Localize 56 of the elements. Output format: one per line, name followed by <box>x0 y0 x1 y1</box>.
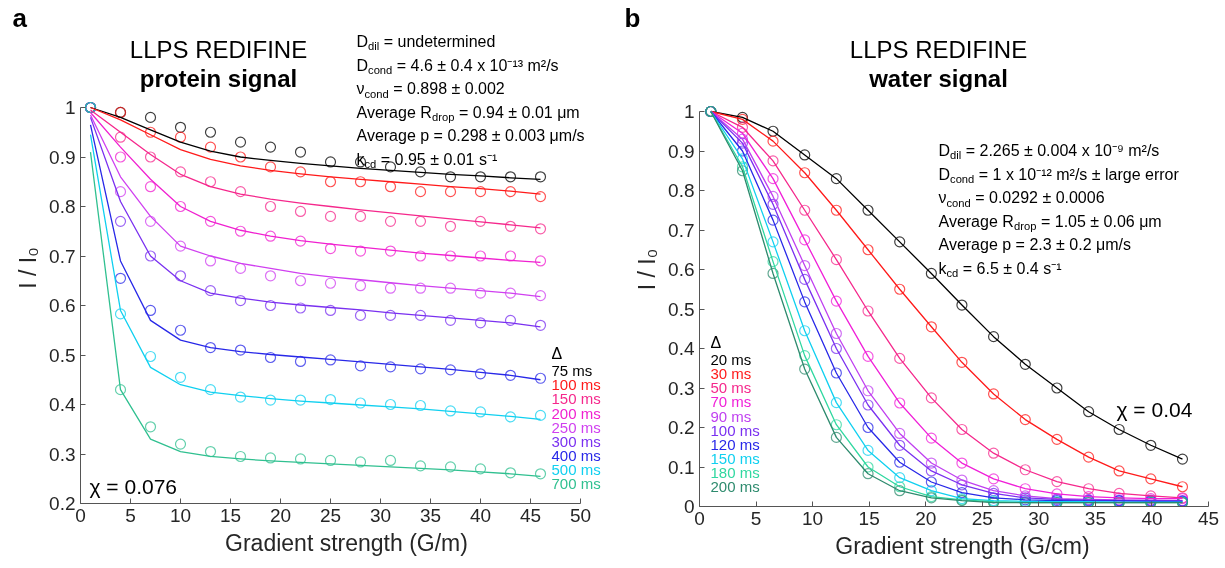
y-axis-title: I / I₀ <box>634 248 661 291</box>
annotation: χ = 0.04 <box>1116 398 1193 421</box>
chart-subtitle: protein signal <box>139 65 298 92</box>
annotation: Average p = 2.3 ± 0.2 μm/s <box>938 236 1131 254</box>
x-tick-label: 35 <box>1084 507 1106 529</box>
y-tick-label: 0.9 <box>668 140 695 162</box>
text: 200 ms <box>710 478 760 495</box>
y-tick-label: 0.7 <box>668 219 695 241</box>
legend-title: Δ <box>551 345 563 363</box>
y-tick-label: 0.2 <box>49 493 76 514</box>
y-tick-label: 0.4 <box>668 338 695 359</box>
x-tick-label: 30 <box>369 504 392 526</box>
annotation: χ = 0.076 <box>89 475 178 498</box>
x-tick-label: 10 <box>802 507 824 529</box>
text: a <box>12 2 28 33</box>
y-tick-label: 0.3 <box>668 377 695 399</box>
x-axis-title: Gradient strength (G/m) <box>225 529 468 556</box>
x-tick-label: 45 <box>1197 507 1220 529</box>
y-tick-label: 0.1 <box>668 456 695 478</box>
x-tick-label: 10 <box>169 504 192 526</box>
x-tick-label: 25 <box>319 504 342 526</box>
x-tick-label: 35 <box>419 504 442 526</box>
y-tick-label: 0.7 <box>49 245 76 267</box>
x-tick-label: 30 <box>1028 507 1050 529</box>
text: b <box>624 2 641 33</box>
y-tick-label: 0.9 <box>49 146 76 168</box>
y-tick-label: 0.5 <box>49 344 76 366</box>
chart-title: LLPS REDIFINE <box>849 36 1028 63</box>
x-tick-label: 20 <box>269 504 292 526</box>
x-tick-label: 20 <box>915 507 937 529</box>
x-tick-label: 5 <box>125 504 136 526</box>
y-tick-label: 0.8 <box>668 180 695 201</box>
annotation: Average p = 0.298 ± 0.003 μm/s <box>356 127 585 145</box>
x-tick-label: 45 <box>519 504 542 526</box>
x-tick-label: 40 <box>469 504 492 526</box>
y-tick-label: 1 <box>64 97 76 118</box>
x-tick-label: 40 <box>1141 507 1163 529</box>
x-axis-title: Gradient strength (G/cm) <box>835 532 1090 559</box>
y-tick-label: 0.6 <box>668 259 695 280</box>
chart-title: LLPS REDIFINE <box>129 36 308 63</box>
y-tick-label: 0.5 <box>668 298 695 320</box>
y-tick-label: 0.8 <box>49 196 76 217</box>
y-tick-label: 1 <box>683 101 695 122</box>
y-tick-label: 0.4 <box>49 394 76 415</box>
x-tick-label: 15 <box>858 507 880 529</box>
x-tick-label: 5 <box>750 507 762 529</box>
legend-title: Δ <box>710 334 722 351</box>
y-tick-label: 0.2 <box>668 417 695 438</box>
y-tick-label: 0.6 <box>49 295 76 316</box>
y-axis-title: I / I₀ <box>15 247 42 289</box>
series-label: 700 ms <box>551 475 601 492</box>
x-tick-label: 50 <box>569 504 592 526</box>
chart-subtitle: water signal <box>868 65 1008 92</box>
y-tick-label: 0.3 <box>49 443 76 465</box>
x-tick-label: 15 <box>219 504 242 526</box>
x-tick-label: 25 <box>971 507 993 529</box>
